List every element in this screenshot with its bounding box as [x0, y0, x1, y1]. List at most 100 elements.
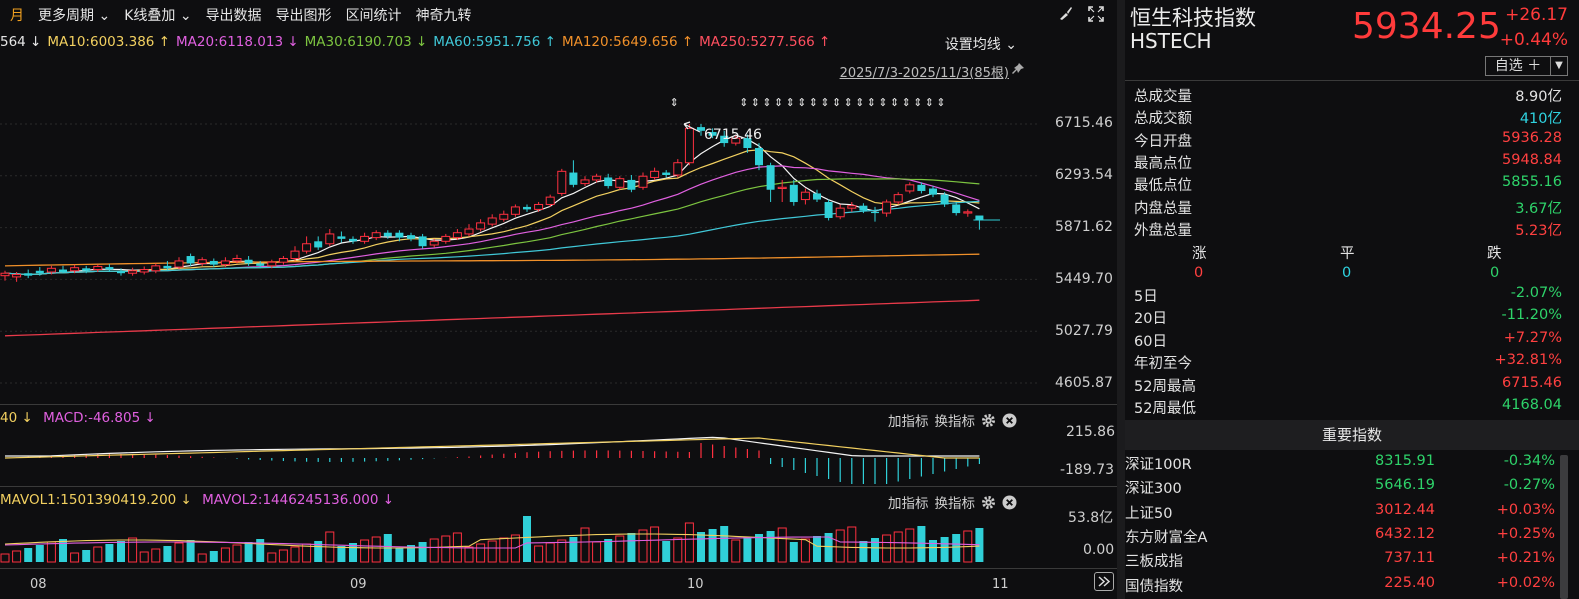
candle[interactable]: [835, 204, 845, 220]
candle[interactable]: [859, 203, 868, 214]
candle[interactable]: [697, 124, 705, 136]
date-range-label[interactable]: 2025/7/3-2025/11/3(85根): [839, 66, 1009, 81]
pin-icon[interactable]: [1011, 62, 1025, 76]
candle[interactable]: [105, 264, 114, 272]
candle[interactable]: [278, 256, 288, 265]
index-row[interactable]: 三板成指 737.11 +0.21%: [1125, 550, 1555, 574]
range-stats-button[interactable]: 区间统计: [345, 8, 402, 24]
candle[interactable]: [314, 236, 323, 250]
index-row[interactable]: 上证50 3012.44 +0.03%: [1125, 502, 1555, 526]
candle[interactable]: [813, 189, 821, 203]
candle[interactable]: [755, 143, 763, 171]
watchlist-dropdown-icon[interactable]: ▼: [1550, 56, 1568, 76]
index-row[interactable]: 国债指数 225.40 +0.02%: [1125, 575, 1555, 599]
close-icon[interactable]: [1002, 495, 1017, 510]
candle[interactable]: [197, 257, 207, 266]
kline-overlay-dropdown[interactable]: K线叠加 ⌄: [124, 5, 191, 25]
candle[interactable]: [952, 202, 961, 216]
candle[interactable]: [349, 236, 357, 244]
candle[interactable]: [523, 204, 531, 212]
candle[interactable]: [371, 230, 381, 241]
panel-splitter[interactable]: [1117, 0, 1125, 599]
index-row[interactable]: 深证100R 8315.91 -0.34%: [1125, 453, 1555, 477]
candle[interactable]: [220, 257, 230, 268]
candle[interactable]: [917, 182, 926, 194]
candle[interactable]: [545, 194, 555, 207]
candle[interactable]: [940, 192, 949, 207]
candle[interactable]: [824, 199, 833, 221]
brush-icon[interactable]: [1057, 5, 1073, 21]
index-row[interactable]: 东方财富全A 6432.12 +0.25%: [1125, 526, 1555, 550]
candle[interactable]: [882, 199, 892, 217]
candle[interactable]: [847, 202, 857, 212]
candle[interactable]: [12, 271, 22, 282]
candle[interactable]: [638, 172, 648, 190]
candle[interactable]: [117, 268, 125, 276]
candle[interactable]: [256, 260, 265, 269]
index-row[interactable]: 深证300 5646.19 -0.27%: [1125, 477, 1555, 501]
candle[interactable]: [0, 270, 10, 281]
more-periods-dropdown[interactable]: 更多周期 ⌄: [38, 5, 110, 25]
candle[interactable]: [627, 175, 636, 193]
candle[interactable]: [708, 128, 717, 139]
candle[interactable]: [418, 233, 427, 249]
candle[interactable]: [905, 182, 915, 194]
candle[interactable]: [569, 160, 578, 188]
kline-chart[interactable]: ⇕ ⇕ ⇕ ⇕ ⇕ ⇕ ⇕ ⇕ ⇕ ⇕ ⇕ ⇕ ⇕ ⇕ ⇕ ⇕ ⇕ ⇕ ⇕: [0, 58, 1117, 404]
candle[interactable]: [186, 253, 195, 266]
magic-nine-button[interactable]: 神奇九转: [415, 8, 472, 24]
candle[interactable]: [893, 192, 903, 205]
candle[interactable]: [267, 259, 277, 269]
candle[interactable]: [592, 173, 602, 183]
candle[interactable]: [800, 188, 810, 205]
switch-indicator-button[interactable]: 换指标: [934, 496, 976, 512]
candle[interactable]: [232, 254, 242, 264]
gear-icon[interactable]: [981, 495, 996, 510]
candle[interactable]: [615, 176, 625, 190]
candle[interactable]: [24, 269, 33, 279]
ma-settings-dropdown[interactable]: 设置均线 ⌄: [945, 34, 1017, 54]
candle[interactable]: [383, 230, 392, 239]
candle[interactable]: [128, 267, 138, 276]
candle[interactable]: [70, 264, 80, 274]
candle[interactable]: [743, 134, 752, 153]
candle[interactable]: [151, 263, 161, 274]
candle[interactable]: [325, 229, 335, 247]
candle[interactable]: [35, 267, 44, 276]
candle[interactable]: [464, 224, 474, 237]
candle[interactable]: [163, 260, 172, 271]
candle[interactable]: [673, 159, 683, 178]
candle[interactable]: [476, 219, 486, 232]
candle[interactable]: [487, 214, 497, 227]
candle[interactable]: [209, 258, 218, 268]
kline-chart-panel[interactable]: 月 更多周期 ⌄ K线叠加 ⌄ 导出数据 导出图形 区间统计 神奇九转 564 …: [0, 0, 1117, 599]
gear-icon[interactable]: [981, 413, 996, 428]
candle[interactable]: [337, 231, 346, 243]
candle[interactable]: [499, 210, 509, 222]
candle[interactable]: [46, 265, 56, 275]
candle[interactable]: [557, 168, 567, 196]
volume-chart[interactable]: [0, 510, 1117, 568]
candle[interactable]: [82, 265, 91, 274]
candle[interactable]: [510, 204, 520, 217]
fullscreen-icon[interactable]: [1087, 5, 1105, 23]
add-indicator-button[interactable]: 加指标: [888, 496, 929, 512]
candle[interactable]: [580, 176, 590, 187]
candle[interactable]: [766, 162, 775, 203]
expand-right-icon[interactable]: [1094, 572, 1114, 591]
candle[interactable]: [395, 230, 404, 242]
candle[interactable]: [290, 246, 300, 261]
candle[interactable]: [604, 173, 613, 189]
add-indicator-button[interactable]: 加指标: [888, 414, 929, 430]
candle[interactable]: [789, 179, 798, 206]
candle[interactable]: [59, 265, 67, 274]
candle[interactable]: [731, 135, 741, 146]
candle[interactable]: [662, 170, 671, 178]
candle[interactable]: [244, 256, 253, 266]
candle[interactable]: [360, 232, 370, 244]
candle[interactable]: [650, 167, 660, 180]
macd-chart[interactable]: [0, 428, 1117, 486]
candle[interactable]: [441, 233, 451, 244]
export-data-button[interactable]: 导出数据: [205, 8, 262, 24]
candle[interactable]: [93, 264, 103, 272]
